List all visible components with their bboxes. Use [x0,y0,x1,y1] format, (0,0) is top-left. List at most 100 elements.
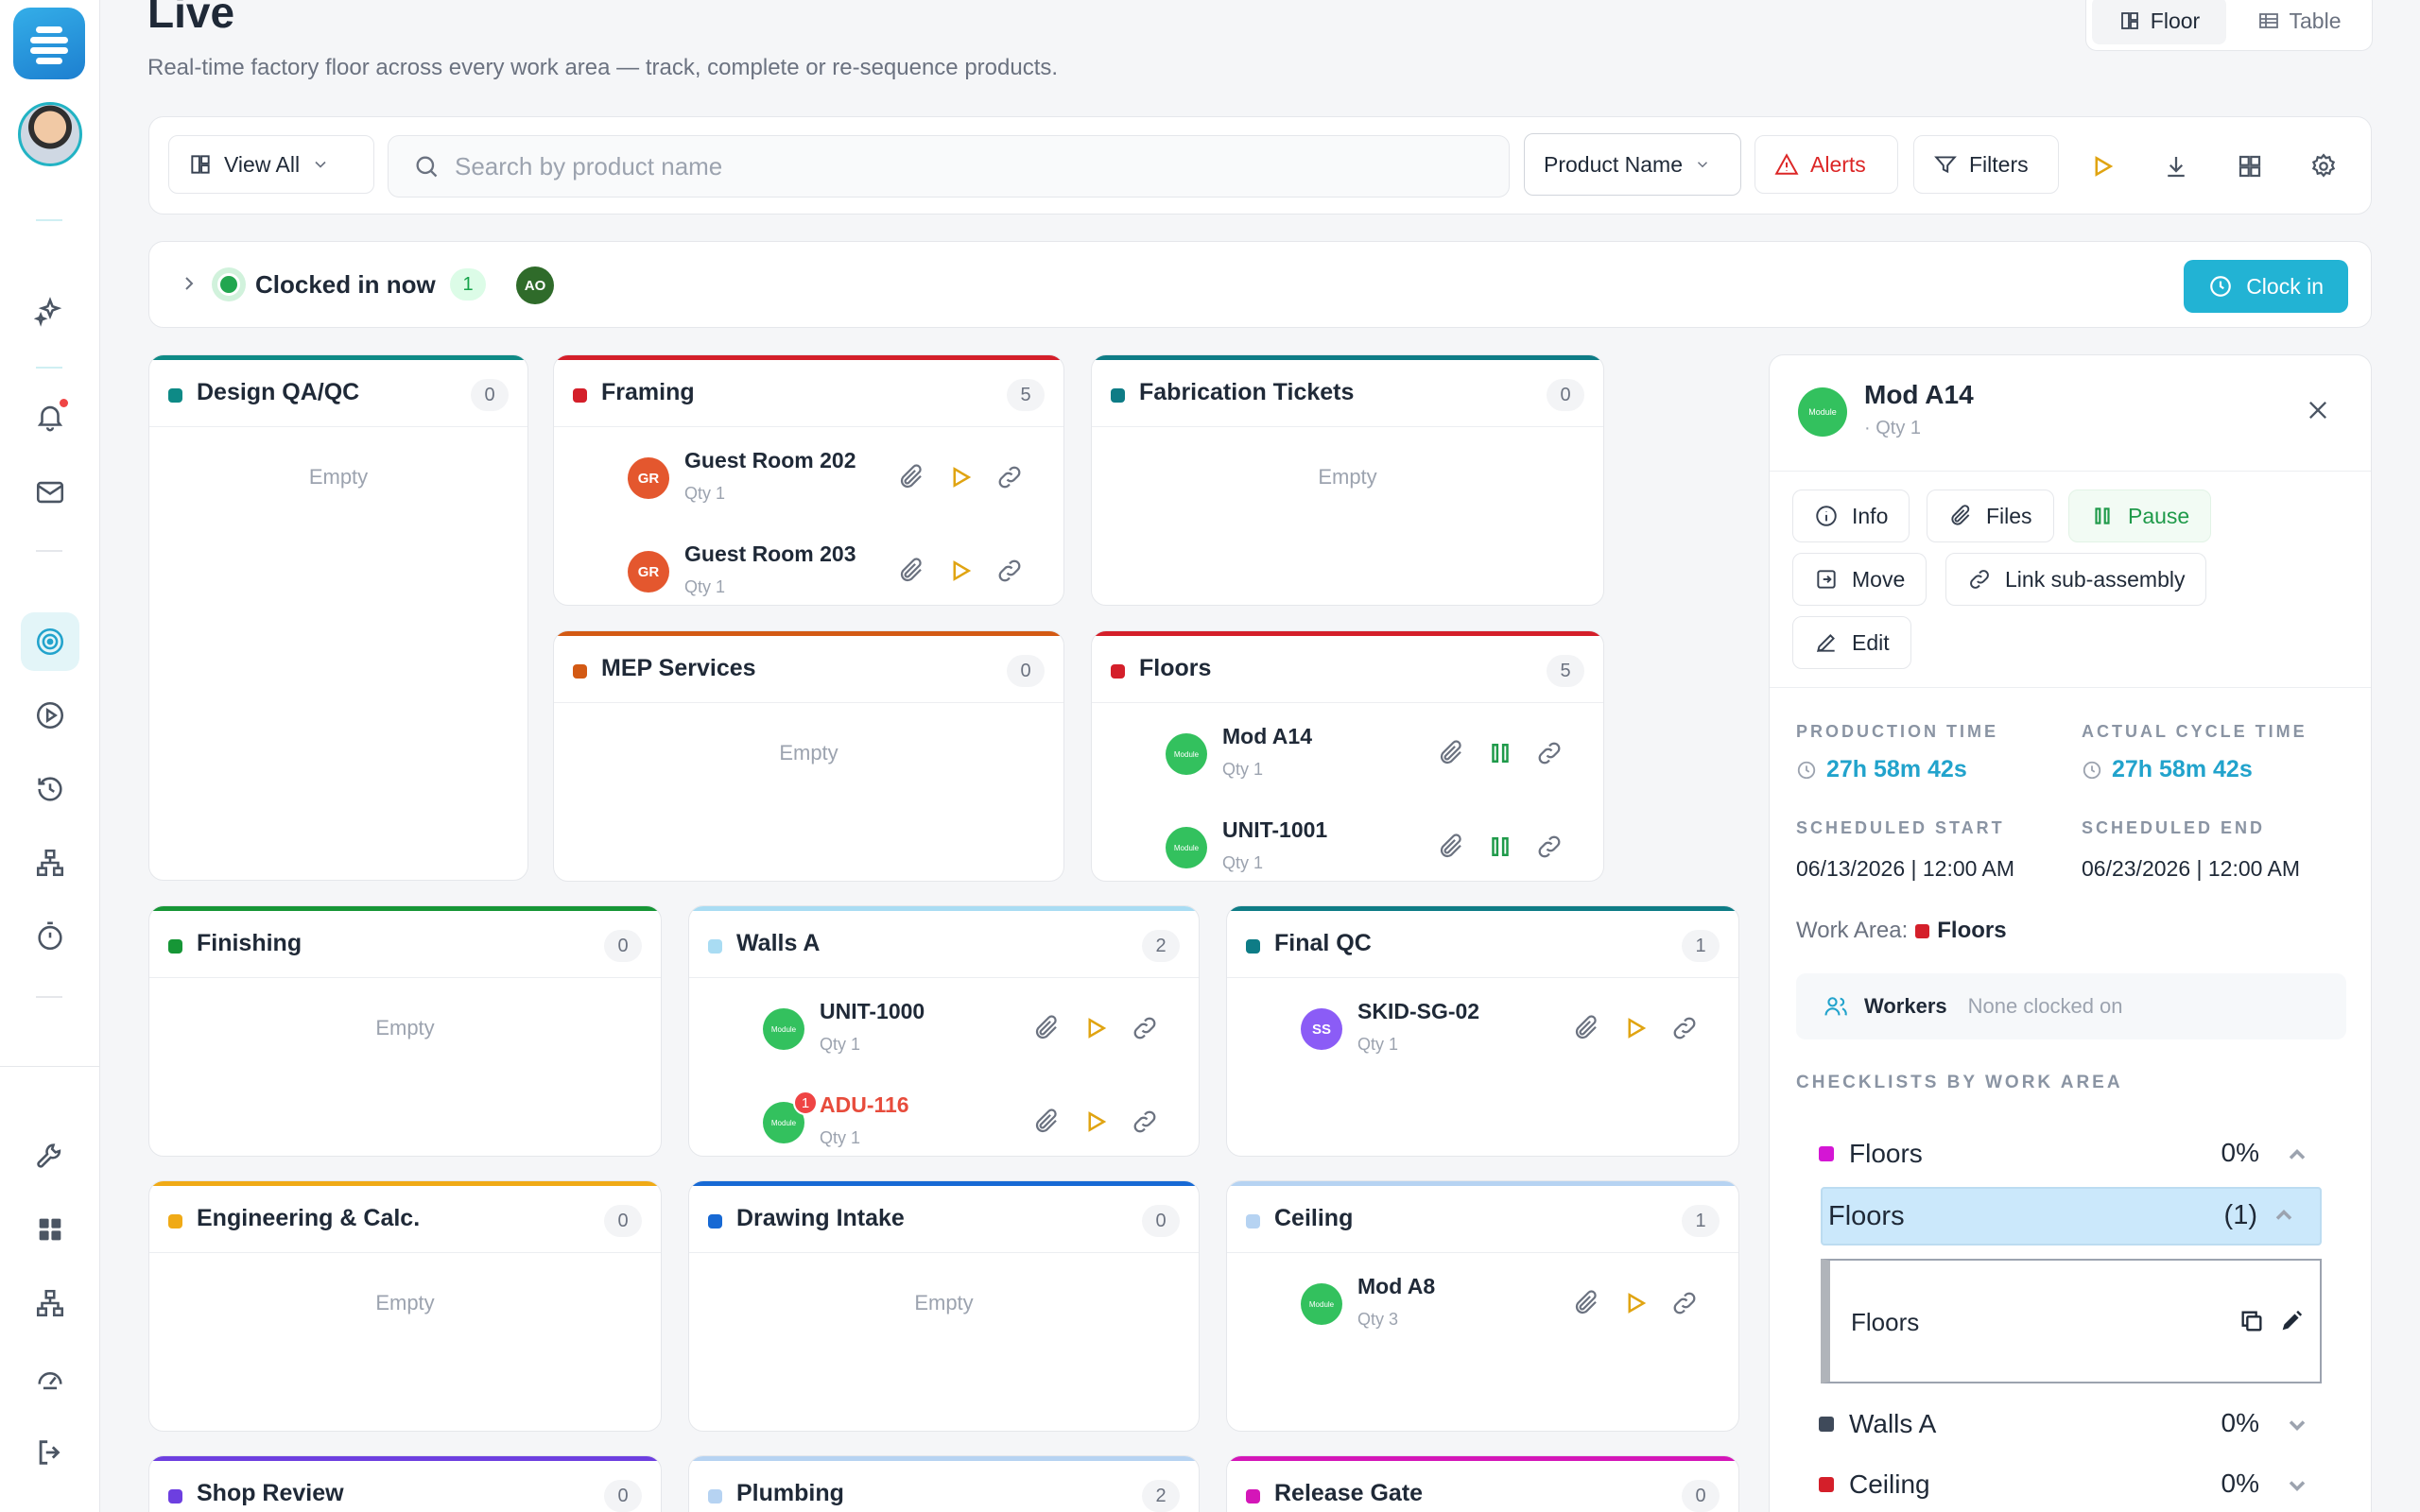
wrench-icon[interactable] [21,1126,79,1185]
view-all-dropdown[interactable]: View All [168,135,374,194]
grid-layout-icon[interactable] [2229,146,2271,187]
product-item[interactable]: GR Guest Room 202 Qty 1 [554,438,1063,533]
paperclip-icon[interactable] [1437,833,1465,861]
sort-by-dropdown[interactable]: Product Name [1524,133,1741,196]
mail-icon[interactable] [21,463,79,522]
play-icon[interactable] [946,557,975,585]
product-item[interactable]: Module UNIT-1000 Qty 1 [689,989,1199,1084]
history-icon[interactable] [21,760,79,818]
card-header[interactable]: Finishing 0 [149,906,661,978]
sitemap-icon[interactable] [21,1274,79,1332]
paperclip-icon[interactable] [897,463,925,491]
download-icon[interactable] [2155,146,2197,187]
gauge-icon[interactable] [21,1349,79,1408]
user-avatar[interactable] [18,102,82,166]
card-header[interactable]: Floors 5 [1092,631,1603,703]
table-view-button[interactable]: Table [2232,0,2366,44]
grid-icon[interactable] [21,1200,79,1259]
clock-in-button[interactable]: Clock in [2184,260,2348,313]
card-header[interactable]: Final QC 1 [1227,906,1738,978]
card-header[interactable]: Shop Review 0 [149,1456,661,1512]
link-icon[interactable] [1670,1289,1699,1317]
worker-avatar[interactable]: AO [516,266,554,304]
link-icon[interactable] [1131,1108,1159,1136]
link-sub-assembly-button[interactable]: Link sub-assembly [1945,553,2207,606]
target-icon[interactable] [21,612,79,671]
link-icon[interactable] [995,557,1024,585]
card-header[interactable]: Ceiling 1 [1227,1181,1738,1253]
paperclip-icon[interactable] [1032,1108,1061,1136]
pencil-icon [1816,634,1835,653]
work-area-card: Final QC 1 SS SKID-SG-02 Qty 1 [1226,905,1739,1157]
checklist-row-ceiling[interactable]: Ceiling 0% [1819,1461,2320,1508]
play-icon[interactable] [21,686,79,745]
link-icon[interactable] [1670,1014,1699,1042]
chevron-right-icon[interactable] [178,272,200,295]
paperclip-icon[interactable] [1572,1014,1600,1042]
card-header[interactable]: Walls A 2 [689,906,1199,978]
checklist-row-walls-a[interactable]: Walls A 0% [1819,1400,2320,1448]
search-input[interactable] [455,151,1447,181]
work-area-color-dot [1915,923,1930,938]
pause-button[interactable]: Pause [2068,490,2212,542]
product-item[interactable]: SS SKID-SG-02 Qty 1 [1227,989,1738,1084]
product-item[interactable]: Module 1 ADU-116 Qty 1 [689,1083,1199,1156]
gear-icon[interactable] [2303,146,2344,187]
close-icon[interactable] [2305,397,2331,423]
product-item[interactable]: Module Mod A14 Qty 1 [1092,714,1603,809]
link-icon[interactable] [995,463,1024,491]
info-button[interactable]: Info [1792,490,1910,542]
card-header[interactable]: Drawing Intake 0 [689,1181,1199,1253]
card-header[interactable]: Framing 5 [554,355,1063,427]
move-button[interactable]: Move [1792,553,1927,606]
floor-view-button[interactable]: Floor [2092,0,2226,44]
card-header[interactable]: Fabrication Tickets 0 [1092,355,1603,427]
link-icon[interactable] [1535,833,1564,861]
play-icon[interactable] [1621,1014,1650,1042]
checklist-group-floors[interactable]: Floors (1) [1821,1187,2322,1246]
bell-icon[interactable] [21,387,79,446]
files-button[interactable]: Files [1927,490,2054,542]
card-header[interactable]: Plumbing 2 [689,1456,1199,1512]
paperclip-icon[interactable] [1032,1014,1061,1042]
product-item[interactable]: Module UNIT-1001 Qty 1 [1092,808,1603,881]
product-avatar: Module [1166,733,1207,775]
checklists-heading: CHECKLISTS BY WORK AREA [1796,1073,2123,1092]
hierarchy-icon[interactable] [21,833,79,892]
search-icon [416,156,438,178]
work-area-title: Plumbing [736,1480,844,1506]
card-header[interactable]: Release Gate 0 [1227,1456,1738,1512]
play-icon[interactable] [1621,1289,1650,1317]
link-icon[interactable] [1535,739,1564,767]
play-icon[interactable] [1081,1014,1110,1042]
card-header[interactable]: Engineering & Calc. 0 [149,1181,661,1253]
card-header[interactable]: Design QA/QC 0 [149,355,527,427]
filters-button[interactable]: Filters [1913,135,2059,194]
alerts-button[interactable]: Alerts [1754,135,1898,194]
app-logo[interactable] [13,8,85,79]
product-item[interactable]: GR Guest Room 203 Qty 1 [554,532,1063,605]
copy-icon[interactable] [2238,1308,2265,1334]
paperclip-icon[interactable] [1437,739,1465,767]
work-area-count: 0 [1142,1205,1180,1237]
checklist-row-floors[interactable]: Floors 0% [1819,1130,2320,1177]
floor-layout-icon [2120,12,2138,29]
product-actions [1437,739,1564,767]
play-icon[interactable] [946,463,975,491]
pause-icon[interactable] [1486,833,1514,861]
card-header[interactable]: MEP Services 0 [554,631,1063,703]
paperclip-icon[interactable] [897,557,925,585]
pencil-icon[interactable] [2278,1308,2305,1334]
pause-icon[interactable] [1486,739,1514,767]
work-area-color-dot [168,1489,182,1503]
edit-button[interactable]: Edit [1792,616,1911,669]
sparkles-icon[interactable] [21,282,79,340]
card-accent [1092,631,1603,636]
link-icon[interactable] [1131,1014,1159,1042]
logout-icon[interactable] [21,1423,79,1482]
paperclip-icon[interactable] [1572,1289,1600,1317]
play-icon[interactable] [2082,146,2123,187]
play-icon[interactable] [1081,1108,1110,1136]
stopwatch-icon[interactable] [21,907,79,966]
product-item[interactable]: Module Mod A8 Qty 3 [1227,1264,1738,1359]
